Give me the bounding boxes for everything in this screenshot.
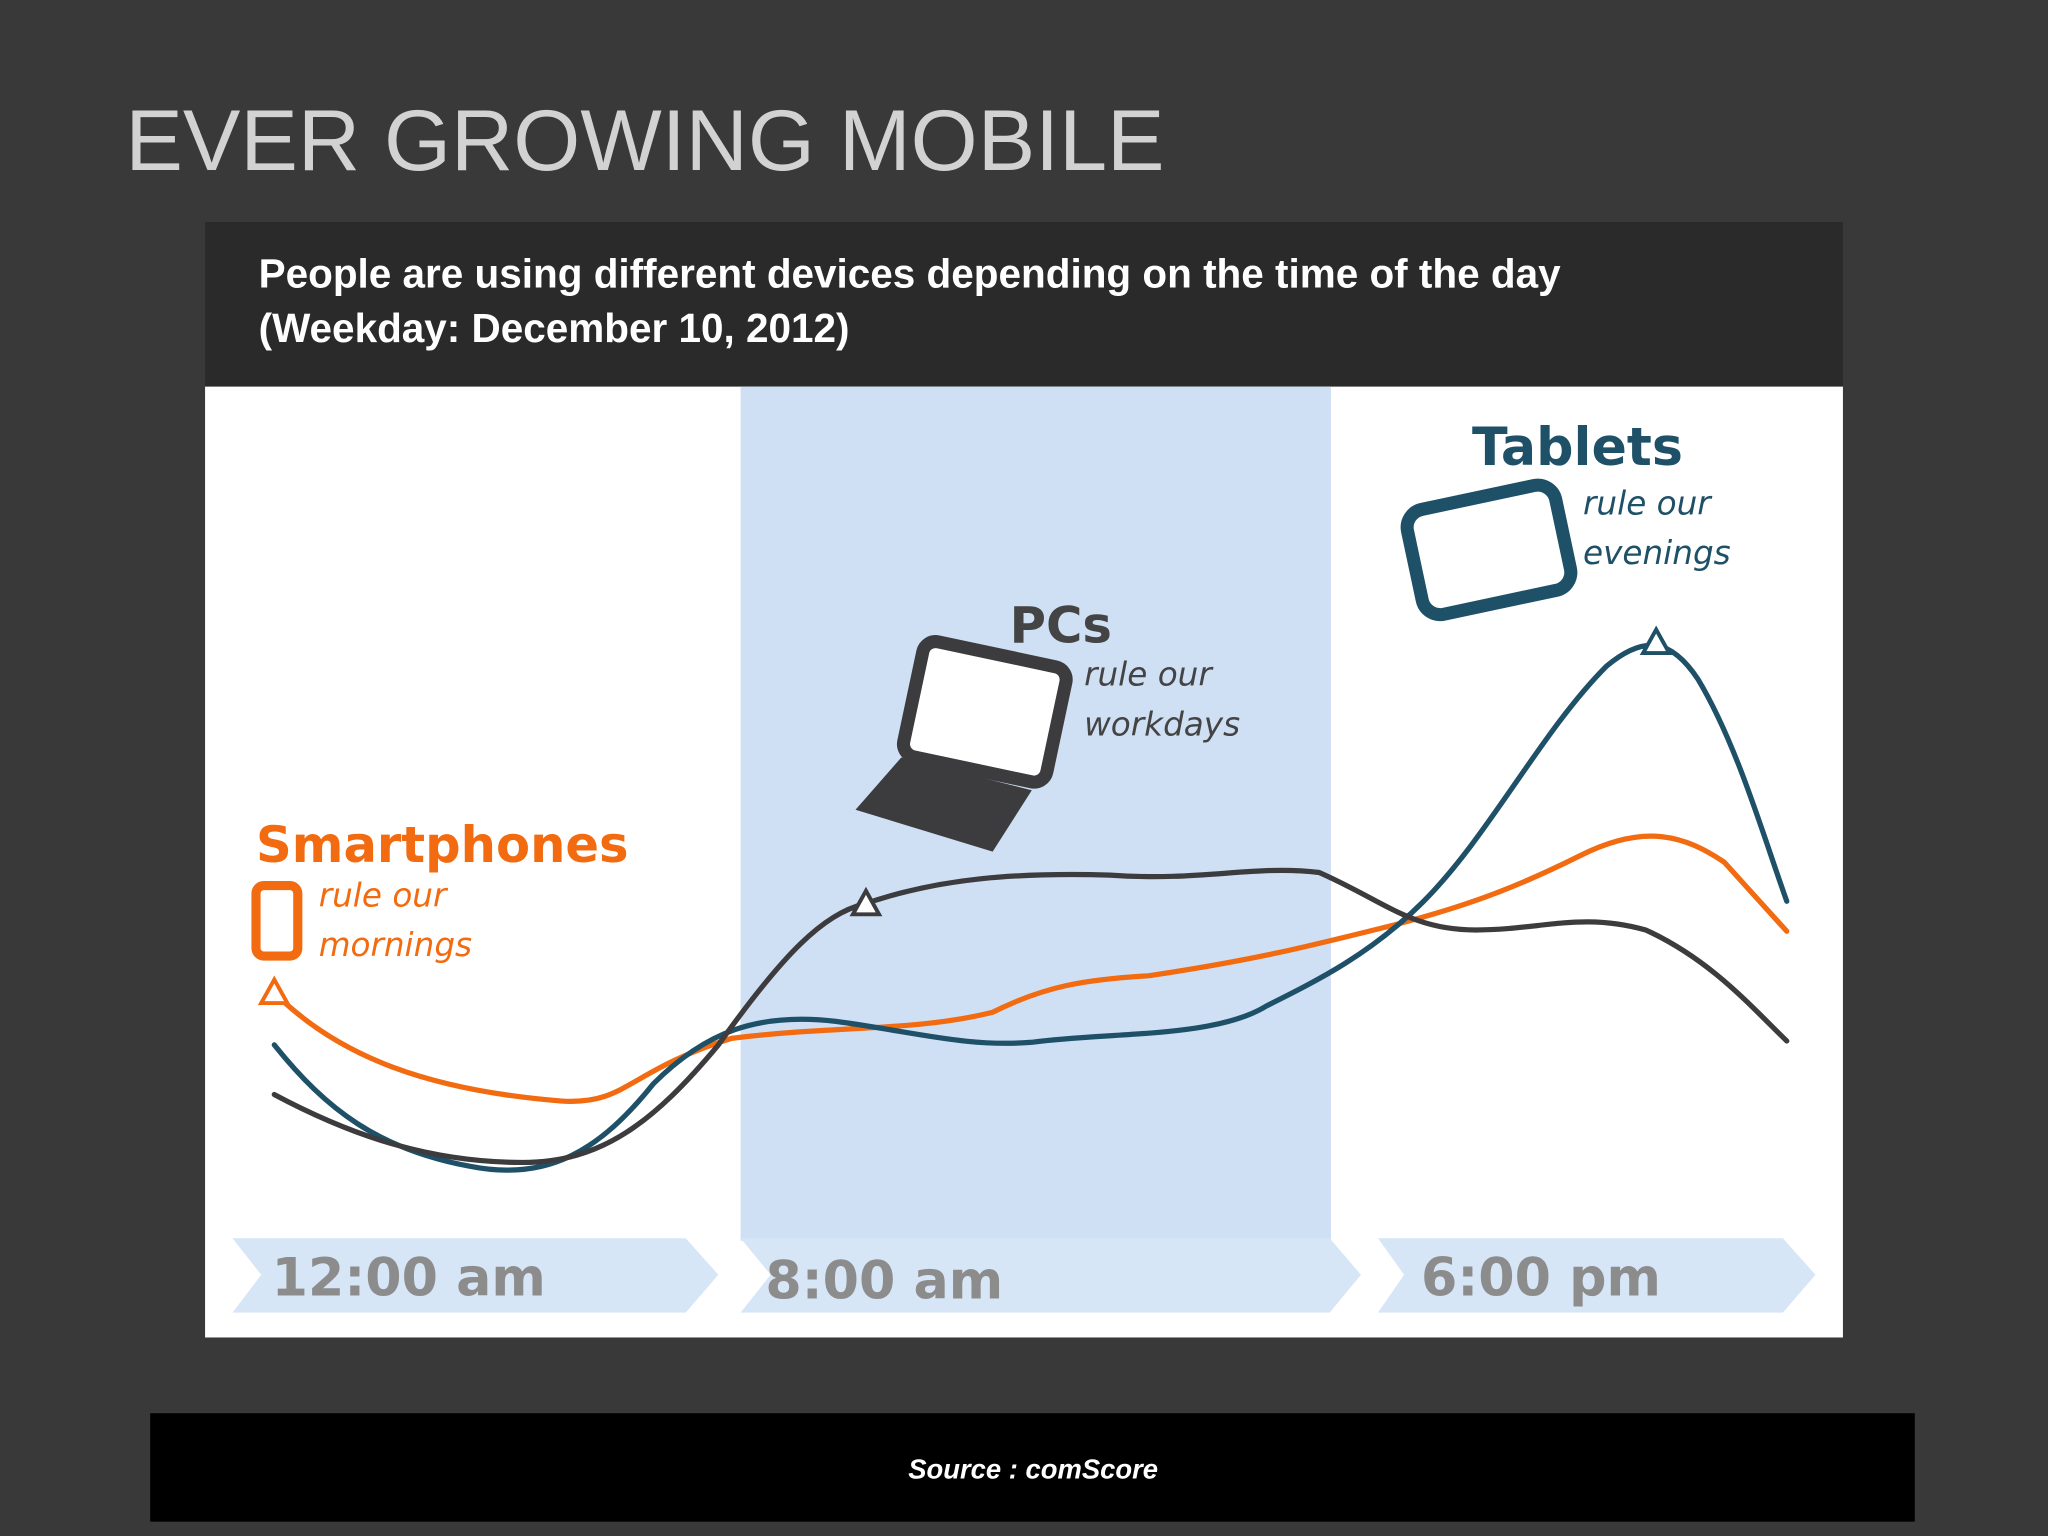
time-label: 12:00 am: [272, 1249, 546, 1309]
peak-marker: [1639, 625, 1673, 656]
device-note: workdays: [1084, 705, 1240, 743]
header-line: People are using different devices depen…: [259, 250, 1561, 296]
device-note: rule our: [1084, 656, 1214, 694]
pc-curve: [271, 867, 1790, 1166]
header-line: (Weekday: December 10, 2012): [259, 305, 850, 351]
time-arrow: [1377, 1238, 1816, 1313]
device-note: evenings: [1583, 534, 1731, 572]
time-arrow: [232, 1238, 719, 1313]
time-label: 6:00 pm: [1421, 1249, 1661, 1309]
work-band: [740, 386, 1331, 1241]
device-note: mornings: [319, 926, 472, 964]
time-label: 8:00 am: [765, 1251, 1003, 1311]
device-name: Tablets: [1472, 418, 1683, 478]
source-bar: [150, 1413, 1915, 1522]
time-arrow: [740, 1238, 1361, 1313]
usage-curves: [257, 625, 1790, 1173]
device-note: rule our: [319, 876, 449, 914]
laptop-icon: [855, 635, 1073, 852]
slide-title: EVER GROWING MOBILE: [125, 93, 1164, 189]
source: Source : comScore: [908, 1454, 1158, 1485]
device-note: rule our: [1583, 485, 1713, 523]
device-name: Smartphones: [256, 816, 629, 874]
panel-header: [205, 222, 1843, 387]
smartphone-curve: [271, 833, 1790, 1104]
peak-marker: [849, 886, 883, 917]
device-name: PCs: [1010, 597, 1112, 655]
phone-icon: [251, 880, 303, 961]
peak-marker: [257, 975, 291, 1006]
tablet-icon: [1400, 478, 1578, 622]
